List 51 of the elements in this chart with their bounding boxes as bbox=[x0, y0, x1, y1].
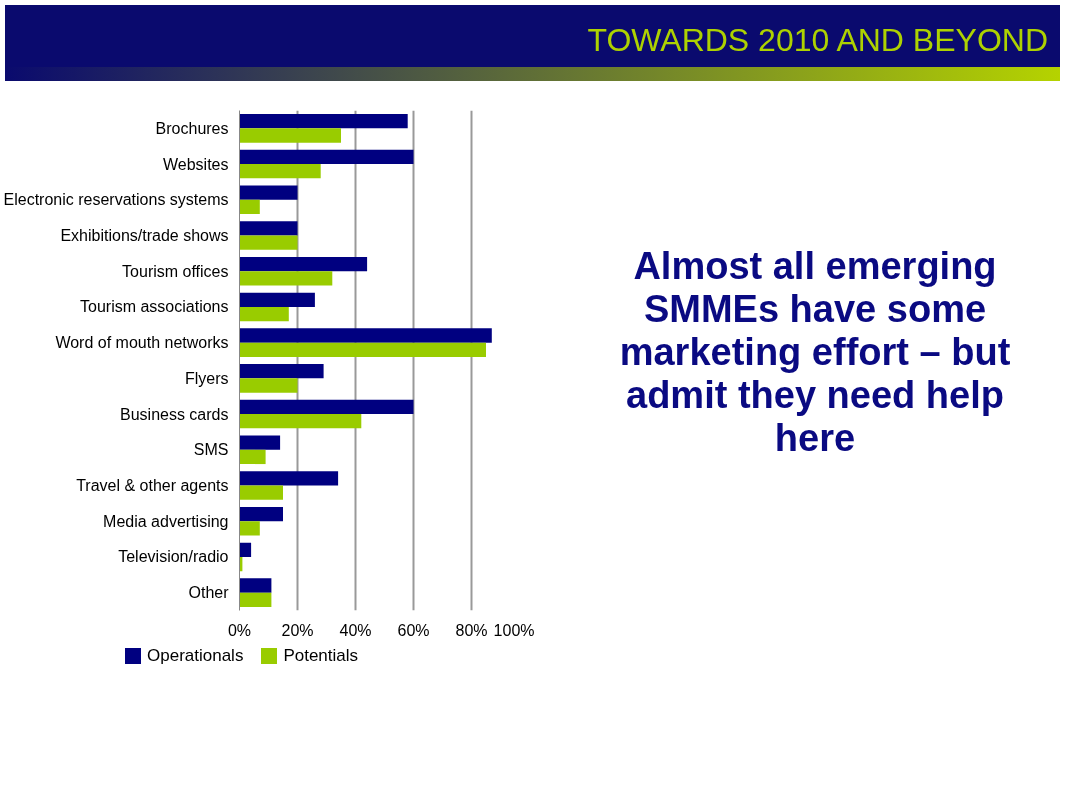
y-tick-label: SMS bbox=[193, 441, 229, 459]
x-tick-label: 80% bbox=[455, 621, 488, 639]
bar bbox=[239, 414, 362, 429]
bar bbox=[239, 271, 333, 286]
bar bbox=[239, 164, 321, 179]
bar bbox=[239, 256, 368, 272]
y-tick-label: Exhibitions/trade shows bbox=[60, 227, 229, 244]
bar bbox=[239, 542, 252, 557]
y-tick-label: Media advertising bbox=[103, 512, 229, 530]
bar bbox=[239, 364, 324, 379]
bar bbox=[239, 342, 486, 357]
bar bbox=[239, 149, 414, 165]
text: TOWARDS 2010 AND BEYOND bbox=[5, 5, 1060, 67]
bar bbox=[239, 114, 408, 129]
y-tick-label: Websites bbox=[162, 155, 229, 173]
bar bbox=[239, 235, 298, 250]
legend-label: Potentials bbox=[283, 646, 359, 665]
x-tick-label: 20% bbox=[281, 621, 314, 639]
bar bbox=[239, 378, 298, 393]
bar bbox=[239, 399, 414, 415]
bar bbox=[239, 221, 298, 236]
y-tick-label: Tourism associations bbox=[80, 298, 229, 316]
y-tick-label: Other bbox=[188, 584, 230, 602]
bar bbox=[239, 306, 289, 322]
y-tick-label: Television/radio bbox=[118, 548, 229, 566]
y-tick-label: Word of mouth networks bbox=[55, 334, 229, 352]
bar bbox=[239, 449, 266, 465]
bar bbox=[239, 506, 283, 522]
bar bbox=[239, 521, 260, 536]
y-tick-label: Business cards bbox=[120, 405, 229, 423]
y-tick-label: Travel & other agents bbox=[76, 477, 229, 494]
y-tick-label: Tourism offices bbox=[122, 262, 229, 280]
legend-label: Operationals bbox=[147, 646, 244, 665]
y-tick-label: Brochures bbox=[155, 119, 229, 137]
bar bbox=[239, 199, 260, 215]
x-tick-label: 40% bbox=[339, 621, 372, 639]
bar bbox=[239, 185, 298, 200]
bar bbox=[239, 435, 281, 450]
y-tick-label: Flyers bbox=[184, 369, 229, 387]
text: Almost all emerging SMMEs have some marketing effort – but admit they need help here bbox=[618, 244, 1012, 460]
x-tick-label: 60% bbox=[397, 621, 430, 639]
bar bbox=[239, 328, 492, 343]
bar bbox=[239, 485, 283, 500]
bar bbox=[239, 471, 339, 486]
bar bbox=[239, 578, 272, 593]
x-tick-label: 0% bbox=[227, 621, 252, 639]
bar bbox=[239, 592, 272, 607]
bar bbox=[239, 128, 341, 143]
bar bbox=[239, 292, 315, 307]
x-tick-label: 100% bbox=[493, 621, 535, 639]
y-tick-label: Electronic reservations systems bbox=[3, 191, 229, 209]
